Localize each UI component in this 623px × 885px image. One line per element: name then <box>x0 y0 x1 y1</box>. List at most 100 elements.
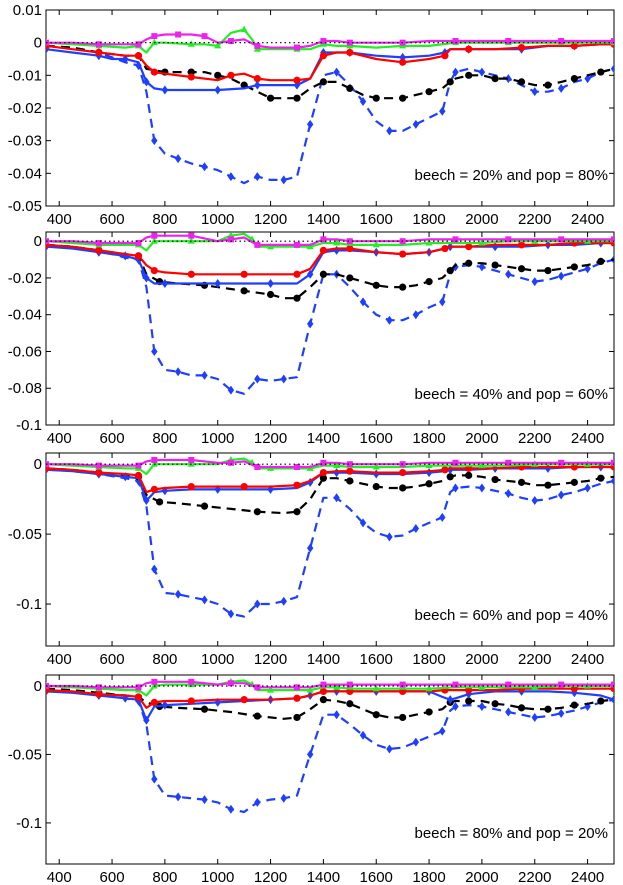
marker-square <box>254 463 261 470</box>
marker-circle <box>150 68 158 76</box>
marker-square <box>188 232 195 239</box>
x-tick-label: 2000 <box>465 651 498 668</box>
marker-diamond <box>412 310 420 320</box>
marker-circle <box>425 278 433 286</box>
marker-square <box>505 459 512 466</box>
marker-circle <box>293 508 301 516</box>
marker-circle <box>187 482 195 491</box>
marker-square <box>293 44 300 51</box>
marker-circle <box>544 267 552 275</box>
x-tick-label: 2000 <box>465 430 498 447</box>
marker-diamond <box>439 106 446 116</box>
x-tick-label: 1200 <box>254 430 287 447</box>
marker-square <box>188 456 195 463</box>
marker-circle <box>425 88 433 96</box>
marker-circle <box>399 283 407 291</box>
marker-circle <box>441 466 449 474</box>
x-tick-label: 1400 <box>307 869 340 885</box>
marker-square <box>452 681 459 688</box>
x-tick-label: 1000 <box>201 211 234 228</box>
x-tick-label: 400 <box>47 430 72 447</box>
panel-annotation: beech = 80% and pop = 20% <box>415 825 609 842</box>
x-tick-label: 2200 <box>518 651 551 668</box>
x-tick-label: 2000 <box>465 869 498 885</box>
plot-area <box>46 455 614 619</box>
marker-triangle <box>425 461 433 469</box>
marker-diamond <box>610 695 614 705</box>
plot-area <box>46 232 614 395</box>
marker-circle <box>319 687 327 696</box>
y-tick-label: -0.02 <box>8 100 42 117</box>
marker-square <box>399 681 406 688</box>
marker-circle <box>491 700 499 708</box>
marker-diamond <box>254 172 261 182</box>
y-tick-label: -0.02 <box>8 270 42 287</box>
marker-square <box>346 461 353 468</box>
x-tick-label: 2200 <box>518 211 551 228</box>
marker-circle <box>399 58 407 66</box>
marker-circle <box>319 468 327 477</box>
marker-diamond <box>610 64 614 74</box>
marker-diamond <box>584 483 591 493</box>
marker-circle <box>293 270 301 278</box>
marker-diamond <box>386 126 393 136</box>
marker-diamond <box>174 154 182 164</box>
marker-circle <box>517 265 526 273</box>
marker-diamond <box>531 712 538 722</box>
marker-diamond <box>452 483 459 493</box>
marker-circle <box>425 708 433 716</box>
marker-circle <box>150 485 158 493</box>
marker-diamond <box>201 162 208 172</box>
marker-diamond <box>254 374 261 384</box>
marker-circle <box>544 481 552 489</box>
series-green-solid-triangle <box>46 457 614 476</box>
marker-diamond <box>386 532 393 542</box>
x-tick-label: 2200 <box>518 430 551 447</box>
marker-diamond <box>531 87 538 97</box>
marker-triangle <box>214 41 222 49</box>
marker-square <box>346 681 353 688</box>
marker-square <box>151 33 158 40</box>
y-tick-label: 0 <box>34 233 42 250</box>
marker-circle <box>253 712 261 720</box>
marker-diamond <box>478 483 486 493</box>
marker-triangle <box>425 239 433 246</box>
y-tick-label: 0 <box>34 35 42 52</box>
marker-square <box>505 681 512 688</box>
marker-diamond <box>267 278 274 288</box>
chart-panel-2: 400 600 800 1000 1200 1400 1600 1800 2000 2200 240… <box>8 231 615 447</box>
marker-diamond <box>174 589 182 599</box>
marker-square <box>254 684 261 691</box>
marker-diamond <box>151 136 158 146</box>
marker-diamond <box>143 496 150 506</box>
marker-diamond <box>280 175 287 185</box>
marker-circle <box>346 700 354 708</box>
x-tick-label: 1400 <box>307 211 340 228</box>
marker-diamond <box>214 85 221 95</box>
marker-circle <box>570 701 578 709</box>
marker-circle <box>517 43 526 52</box>
series-blue-dashed-diamond <box>46 243 614 395</box>
series-green-solid-triangle <box>46 679 614 697</box>
marker-diamond <box>359 297 367 307</box>
marker-diamond <box>412 524 420 534</box>
marker-circle <box>544 705 552 713</box>
y-tick-label: 0 <box>34 678 42 695</box>
marker-square <box>320 38 327 45</box>
marker-diamond <box>135 61 142 71</box>
marker-circle <box>266 290 275 299</box>
marker-square <box>293 684 300 691</box>
marker-circle <box>517 704 526 712</box>
marker-circle <box>346 477 354 485</box>
marker-square <box>293 463 300 470</box>
x-tick-label: 1000 <box>201 869 234 885</box>
marker-circle <box>372 711 380 719</box>
marker-square <box>135 41 142 48</box>
y-tick-label: -0.04 <box>8 307 42 324</box>
marker-square <box>227 38 234 45</box>
marker-diamond <box>478 67 486 77</box>
marker-triangle <box>531 683 539 690</box>
marker-diamond <box>306 319 314 329</box>
marker-circle <box>187 697 195 705</box>
series-red-solid-circle <box>46 43 614 82</box>
